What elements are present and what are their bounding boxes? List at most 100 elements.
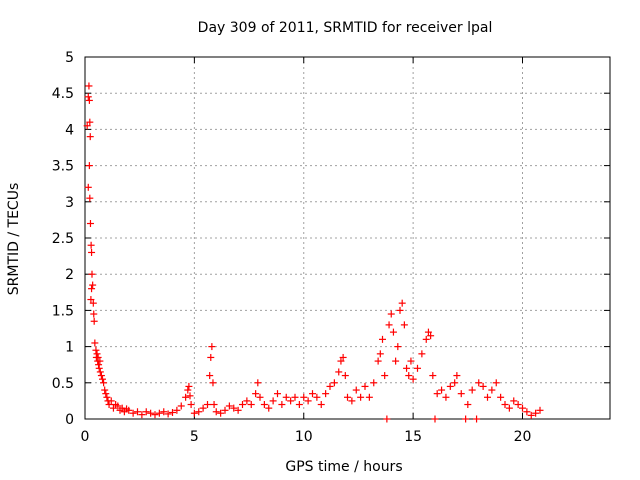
data-point: [206, 372, 214, 380]
data-point: [184, 386, 192, 394]
data-point: [90, 310, 98, 318]
data-point: [221, 406, 229, 414]
x-tick-label: 20: [514, 429, 532, 445]
data-point: [190, 409, 198, 417]
y-tick-label: 1.5: [52, 303, 74, 319]
data-point: [433, 390, 441, 398]
data-point: [86, 220, 94, 228]
data-point: [86, 194, 94, 202]
data-point: [84, 183, 92, 191]
data-point: [291, 393, 299, 401]
data-point: [405, 372, 413, 380]
data-point: [142, 408, 150, 416]
data-point: [217, 409, 225, 417]
data-point: [519, 404, 526, 412]
data-point: [337, 357, 345, 365]
data-point: [83, 122, 91, 130]
data-point: [403, 364, 411, 372]
data-point: [260, 401, 268, 409]
x-axis-label: GPS time / hours: [285, 459, 402, 475]
data-point: [394, 343, 402, 351]
y-tick-label: 0: [65, 412, 74, 428]
data-point: [374, 357, 382, 365]
data-point: [381, 372, 389, 380]
data-point: [322, 390, 330, 398]
data-point: [92, 346, 100, 354]
data-point: [212, 408, 220, 416]
data-point: [344, 393, 351, 401]
data-point: [91, 339, 99, 347]
data-point: [86, 133, 94, 141]
data-point: [114, 402, 122, 410]
data-point: [479, 382, 487, 390]
data-point: [269, 397, 277, 405]
data-point: [304, 397, 312, 405]
data-point: [392, 357, 400, 365]
data-point: [457, 390, 465, 398]
data-point: [330, 379, 338, 387]
data-point: [532, 409, 540, 417]
data-point: [177, 402, 185, 410]
data-point: [274, 390, 281, 398]
data-point: [385, 321, 393, 329]
data-point: [234, 406, 242, 414]
data-point: [497, 393, 505, 401]
data-point: [138, 411, 146, 419]
data-point: [147, 409, 155, 417]
data-point: [88, 248, 96, 256]
data-point: [87, 296, 95, 304]
data-point: [361, 382, 369, 390]
data-point: [103, 393, 111, 401]
data-point: [125, 406, 133, 414]
data-point: [89, 299, 97, 307]
data-point: [398, 299, 406, 307]
data-point: [195, 408, 203, 416]
data-point: [160, 408, 168, 416]
data-point: [102, 390, 110, 398]
data-point: [431, 415, 439, 423]
data-point: [389, 328, 397, 336]
data-point: [451, 379, 459, 387]
data-point: [186, 392, 194, 400]
x-tick-label: 10: [295, 429, 313, 445]
y-tick-label: 0.5: [52, 376, 74, 392]
data-point: [442, 393, 450, 401]
data-point: [468, 386, 476, 394]
data-point: [348, 397, 356, 405]
data-point: [247, 401, 255, 409]
data-point: [88, 285, 96, 293]
y-tick-label: 1: [65, 340, 74, 356]
data-point: [265, 404, 273, 412]
data-point: [383, 415, 391, 423]
data-point: [309, 390, 316, 398]
data-point: [464, 401, 472, 409]
y-tick-label: 2.5: [52, 231, 74, 247]
data-point: [484, 393, 491, 401]
data-point: [527, 411, 535, 419]
data-point: [230, 404, 238, 412]
data-point: [295, 401, 303, 409]
x-tick-label: 15: [404, 429, 422, 445]
y-tick-label: 3.5: [52, 159, 74, 175]
data-point: [164, 410, 172, 418]
y-axis-label: SRMTID / TECUs: [6, 183, 22, 296]
data-point: [505, 404, 513, 412]
data-point: [407, 357, 415, 365]
data-point: [252, 390, 260, 398]
y-tick-label: 3: [65, 195, 74, 211]
data-point: [88, 270, 96, 278]
data-point: [429, 372, 437, 380]
data-point: [151, 411, 159, 419]
data-point: [100, 379, 108, 387]
data-point: [475, 379, 483, 387]
data-point: [109, 404, 117, 412]
y-tick-label: 4: [65, 122, 74, 138]
data-point: [514, 401, 522, 409]
data-point: [182, 393, 190, 401]
data-point: [239, 401, 246, 409]
data-point: [89, 281, 97, 289]
data-point: [97, 372, 105, 380]
data-point: [409, 375, 417, 383]
data-point: [510, 397, 518, 405]
